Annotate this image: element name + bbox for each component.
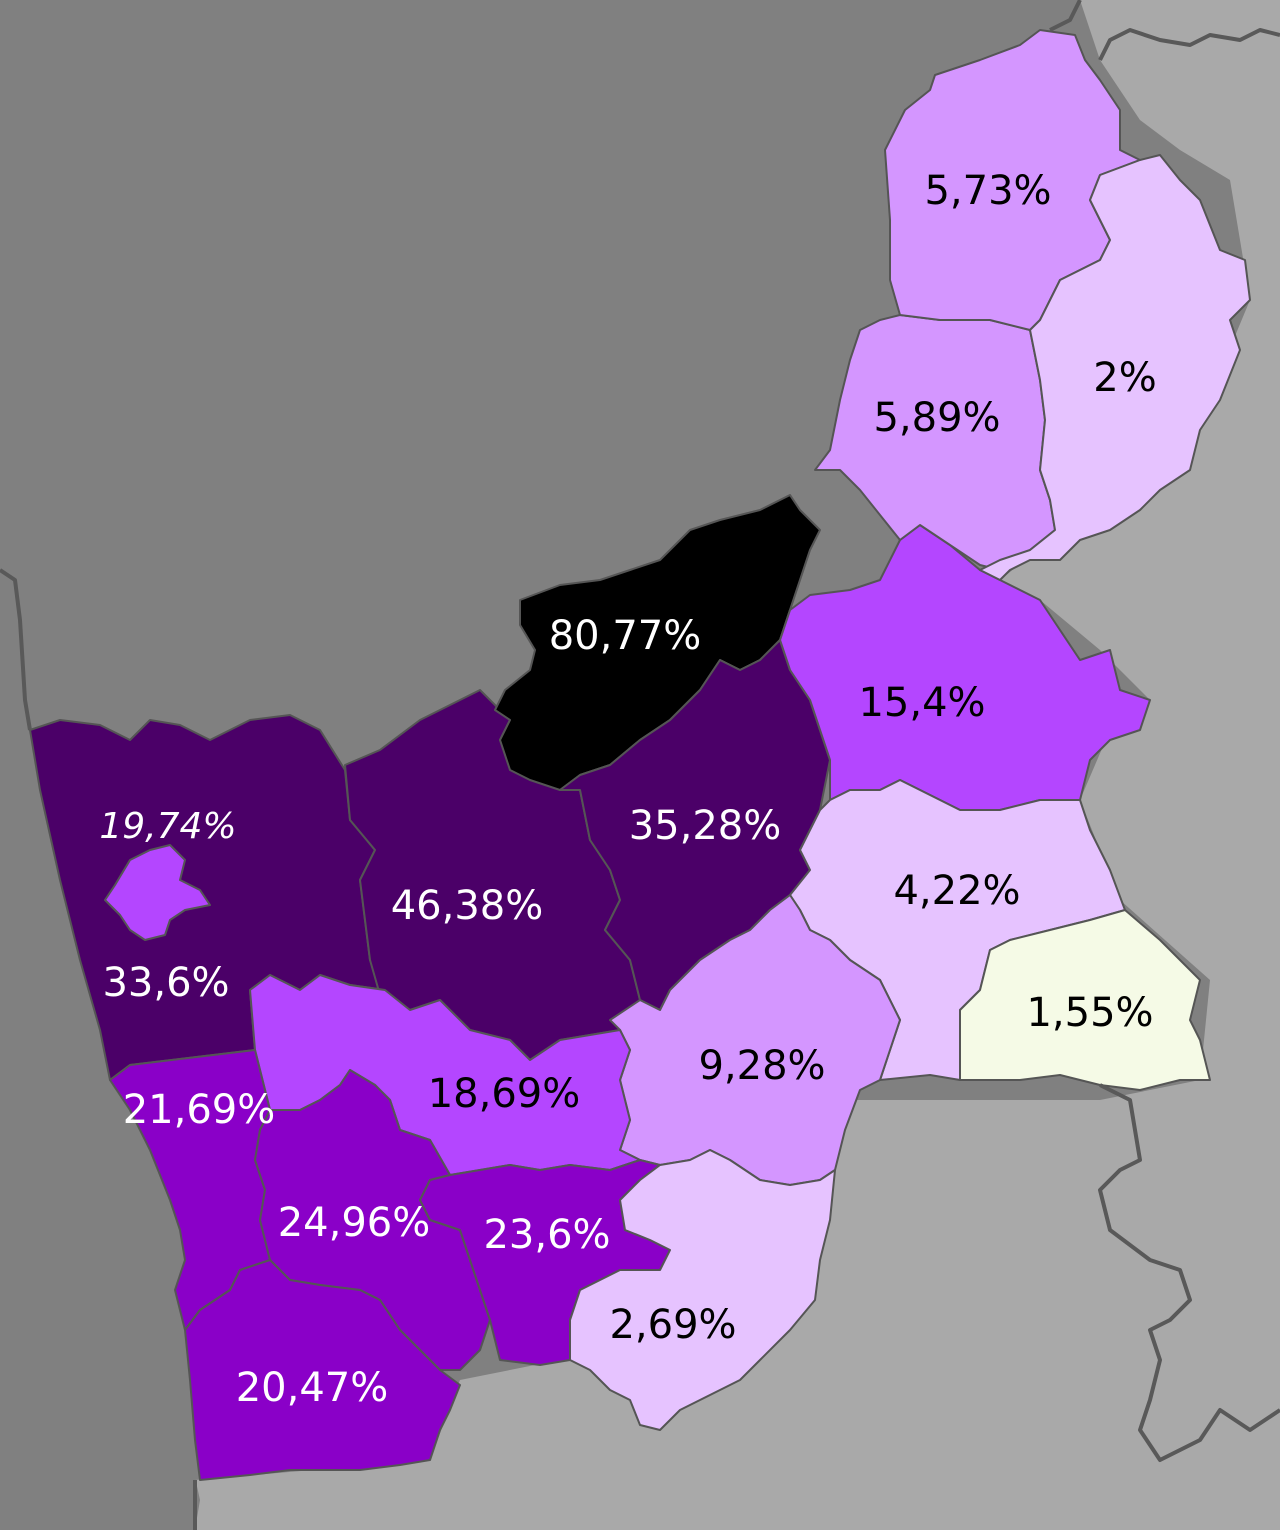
label-80-77: 80,77% [549, 613, 702, 659]
label-15-4: 15,4% [858, 680, 985, 726]
label-2: 2% [1093, 355, 1156, 401]
background-east [195, 0, 1280, 1530]
label-33-6: 33,6% [102, 960, 229, 1006]
label-19-74: 19,74% [99, 806, 236, 847]
label-5-89: 5,89% [873, 395, 1000, 441]
label-21-69: 21,69% [123, 1087, 276, 1133]
region-1-55[interactable] [959, 909, 1211, 1091]
region-19-74[interactable] [104, 844, 211, 941]
label-46-38: 46,38% [391, 883, 544, 929]
label-18-69: 18,69% [428, 1071, 581, 1117]
label-2-69: 2,69% [609, 1302, 736, 1348]
label-5-73: 5,73% [924, 168, 1051, 214]
region-2-69[interactable] [569, 1149, 836, 1431]
label-23-6: 23,6% [483, 1212, 610, 1258]
border-line-west [0, 0, 1082, 731]
label-1-55: 1,55% [1026, 990, 1153, 1036]
label-20-47: 20,47% [236, 1365, 389, 1411]
label-4-22: 4,22% [893, 868, 1020, 914]
label-9-28: 9,28% [698, 1043, 825, 1089]
label-24-96: 24,96% [278, 1200, 431, 1246]
west-coast-shape [0, 570, 200, 1530]
region-2[interactable] [979, 154, 1251, 581]
label-35-28: 35,28% [629, 803, 782, 849]
border-line-east [1098, 28, 1280, 1462]
region-20-47[interactable] [184, 1259, 461, 1481]
